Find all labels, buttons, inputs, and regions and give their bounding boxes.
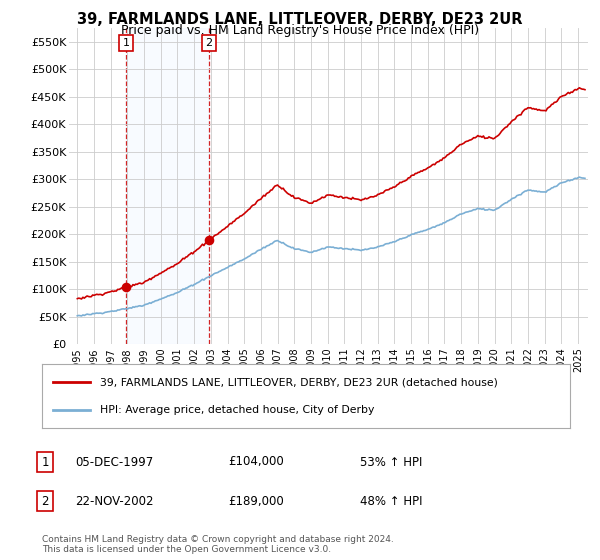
Text: 39, FARMLANDS LANE, LITTLEOVER, DERBY, DE23 2UR: 39, FARMLANDS LANE, LITTLEOVER, DERBY, D… bbox=[77, 12, 523, 27]
Text: 05-DEC-1997: 05-DEC-1997 bbox=[75, 455, 153, 469]
Text: Price paid vs. HM Land Registry's House Price Index (HPI): Price paid vs. HM Land Registry's House … bbox=[121, 24, 479, 36]
Text: 39, FARMLANDS LANE, LITTLEOVER, DERBY, DE23 2UR (detached house): 39, FARMLANDS LANE, LITTLEOVER, DERBY, D… bbox=[100, 377, 498, 387]
Text: 48% ↑ HPI: 48% ↑ HPI bbox=[360, 494, 422, 508]
Text: 53% ↑ HPI: 53% ↑ HPI bbox=[360, 455, 422, 469]
Point bbox=[204, 236, 214, 245]
Text: 2: 2 bbox=[41, 494, 49, 508]
Text: 2: 2 bbox=[205, 38, 212, 48]
Text: 1: 1 bbox=[41, 455, 49, 469]
Text: £104,000: £104,000 bbox=[228, 455, 284, 469]
Text: Contains HM Land Registry data © Crown copyright and database right 2024.
This d: Contains HM Land Registry data © Crown c… bbox=[42, 535, 394, 554]
Point bbox=[121, 283, 131, 292]
Text: 22-NOV-2002: 22-NOV-2002 bbox=[75, 494, 154, 508]
Bar bbox=[126, 28, 209, 344]
Text: HPI: Average price, detached house, City of Derby: HPI: Average price, detached house, City… bbox=[100, 405, 374, 416]
Text: £189,000: £189,000 bbox=[228, 494, 284, 508]
Text: 1: 1 bbox=[122, 38, 130, 48]
